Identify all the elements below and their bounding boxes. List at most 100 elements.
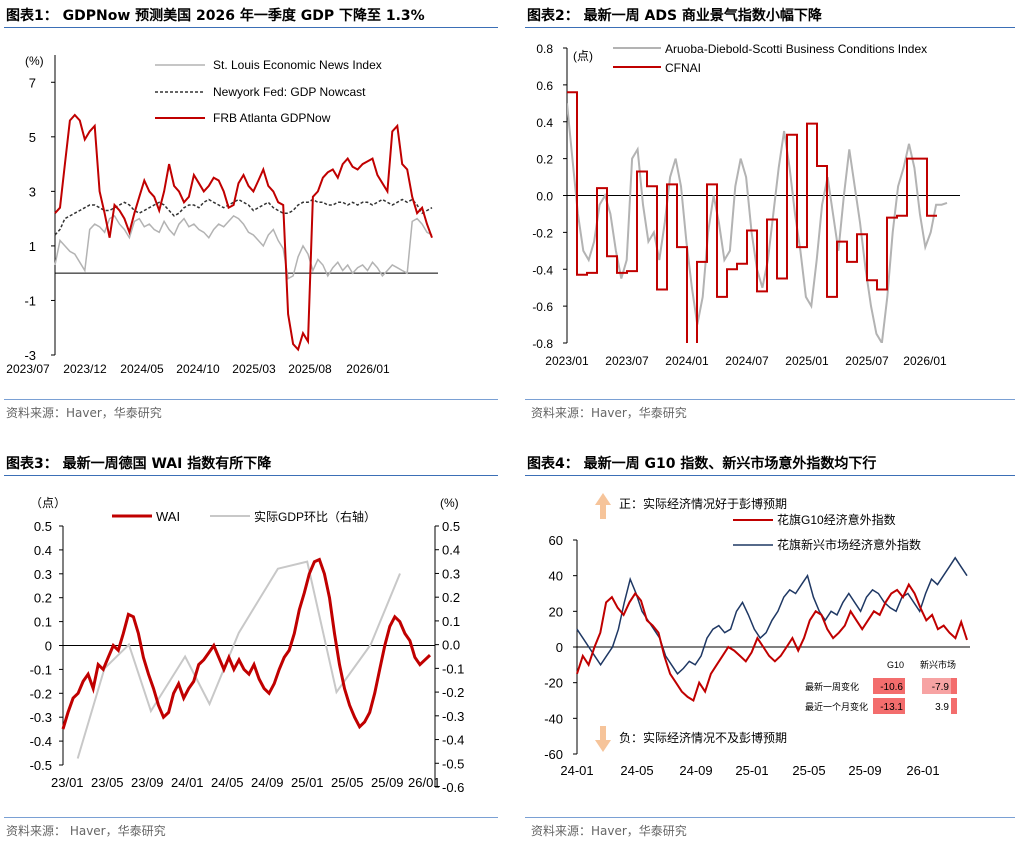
y-tick-label-left: -0.5	[30, 758, 52, 773]
y-tick-label-right: -0.4	[442, 733, 464, 748]
legend-label: St. Louis Economic News Index	[213, 58, 382, 72]
source-note: 资料来源：Haver，华泰研究	[6, 406, 162, 420]
y-unit-label: (点)	[573, 49, 593, 63]
y-tick-label: 1	[29, 239, 36, 254]
y-tick-label-left: -0.1	[30, 662, 52, 677]
y-tick-label-left: -0.4	[30, 734, 52, 749]
x-tick-label: 25/09	[371, 775, 404, 790]
legend-label: FRB Atlanta GDPNow	[213, 111, 331, 125]
x-tick-label: 2024/01	[665, 354, 709, 368]
series-line-1	[567, 103, 948, 343]
title-rule	[525, 475, 1015, 476]
y-tick-label: 0.8	[536, 42, 553, 56]
y-tick-label: 3	[29, 184, 36, 199]
heat-cell-edge	[951, 678, 957, 694]
heat-cell	[873, 698, 905, 714]
y-tick-label: -1	[24, 293, 36, 308]
legend-label: 花旗G10经济意外指数	[777, 512, 896, 527]
x-tick-label: 24/09	[251, 775, 284, 790]
y-tick-label-left: -0.3	[30, 710, 52, 725]
legend-label: Newyork Fed: GDP Nowcast	[213, 85, 366, 99]
x-tick-label: 2025/03	[232, 362, 276, 376]
y-tick-label: 7	[29, 75, 36, 90]
chart-panel-2: 图表2： 最新一周 ADS 商业景气指数小幅下降 (点) 0.8 0.6 0.4 0.2…	[515, 0, 1015, 420]
source-rule	[525, 817, 1015, 818]
x-tick-label: 25/01	[291, 775, 324, 790]
y-tick-label: 5	[29, 130, 36, 145]
table-value-em: 3.9	[935, 702, 949, 713]
x-tick-label: 2025/08	[288, 362, 332, 376]
title-rule	[525, 27, 1015, 28]
x-tick-label: 24-09	[679, 763, 712, 778]
series-line-3	[54, 113, 433, 352]
y-tick-label-right: 0.5	[442, 519, 460, 534]
y-tick-label: 0	[556, 640, 563, 655]
y-tick-label-right: -0.2	[442, 685, 464, 700]
x-tick-label: 23/05	[91, 775, 124, 790]
y-tick-label: 0.4	[536, 116, 553, 130]
legend-label: Aruoba-Diebold-Scotti Business Condition…	[665, 42, 927, 56]
panel-title: 图表2： 最新一周 ADS 商业景气指数小幅下降	[527, 8, 822, 24]
x-tick-label: 25-05	[792, 763, 825, 778]
x-tick-label: 23/09	[131, 775, 164, 790]
legend-label: CFNAI	[665, 61, 701, 75]
series-line-2	[567, 91, 937, 343]
x-tick-label: 24-01	[560, 763, 593, 778]
y-tick-label-left: 0.3	[34, 567, 52, 582]
heat-cell	[922, 678, 954, 694]
y-tick-label-left: 0	[45, 639, 52, 654]
y-tick-label: -0.8	[532, 337, 553, 351]
table-row-label: 最近一个月变化	[805, 701, 868, 712]
x-tick-label: 24/05	[211, 775, 244, 790]
x-tick-label: 2023/01	[545, 354, 589, 368]
y-tick-label: 0.2	[536, 153, 553, 167]
y-tick-label-left: 0.5	[34, 519, 52, 534]
x-tick-label: 24/01	[171, 775, 204, 790]
y-unit-label-right: (%)	[440, 496, 459, 510]
x-tick-label: 25-09	[848, 763, 881, 778]
chart-panel-3: 图表3： 最新一周德国 WAI 指数有所下降 （点） (%) 0.5 0.4 0.3 0.…	[0, 448, 500, 841]
ads-chart: (点) 0.8 0.6 0.4 0.2 0.0 -0.2 -0.4 -0.6 -0.8 2023/0…	[532, 42, 960, 368]
source-note: 资料来源：Haver，华泰研究	[531, 406, 687, 420]
y-tick-label: -60	[544, 747, 563, 762]
x-tick-label: 2023/07	[605, 354, 649, 368]
y-tick-label: -0.6	[532, 300, 553, 314]
y-tick-label-right: -0.6	[442, 780, 464, 795]
source-rule	[4, 817, 498, 818]
source-note: 资料来源：Haver，华泰研究	[531, 824, 687, 838]
series-line-1	[54, 214, 433, 280]
y-tick-label-right: 0.0	[442, 638, 460, 653]
y-tick-label-right: 0.4	[442, 543, 460, 558]
legend-label: 花旗新兴市场经济意外指数	[777, 537, 921, 552]
title-rule	[4, 27, 498, 28]
title-rule	[4, 475, 498, 476]
up-arrow-icon	[595, 493, 611, 519]
x-tick-label: 26/01	[408, 775, 441, 790]
chart-panel-4: 图表4： 最新一周 G10 指数、新兴市场意外指数均下行 60 40 20 0 -20 -…	[515, 448, 1015, 841]
y-tick-label: 60	[549, 533, 563, 548]
y-tick-label: -40	[544, 711, 563, 726]
x-tick-label: 2024/07	[725, 354, 769, 368]
x-tick-label: 2025/07	[845, 354, 889, 368]
x-tick-label: 2026/01	[903, 354, 947, 368]
x-tick-label: 23/01	[51, 775, 84, 790]
y-tick-label: -3	[24, 348, 36, 363]
x-tick-label: 2023/07	[6, 362, 50, 376]
y-tick-label-left: 0.2	[34, 591, 52, 606]
top-note: 正：实际经济情况好于彭博预期	[619, 496, 787, 511]
heat-cell-edge	[951, 698, 957, 714]
y-tick-label: 20	[549, 604, 563, 619]
source-rule	[525, 399, 1015, 400]
y-tick-label: -0.4	[532, 263, 553, 277]
y-tick-label: 0.6	[536, 79, 553, 93]
y-tick-label: 0.0	[536, 190, 553, 204]
panel-title: 图表3： 最新一周德国 WAI 指数有所下降	[6, 456, 272, 472]
panel-title: 图表1： GDPNow 预测美国 2026 年一季度 GDP 下降至 1.3%	[6, 8, 425, 24]
y-unit-label: (%)	[25, 54, 44, 68]
y-tick-label-right: -0.5	[442, 756, 464, 771]
y-tick-label-right: -0.1	[442, 661, 464, 676]
legend-label: 实际GDP环比（右轴）	[254, 509, 376, 524]
table-row-label: 最新一周变化	[805, 681, 859, 692]
